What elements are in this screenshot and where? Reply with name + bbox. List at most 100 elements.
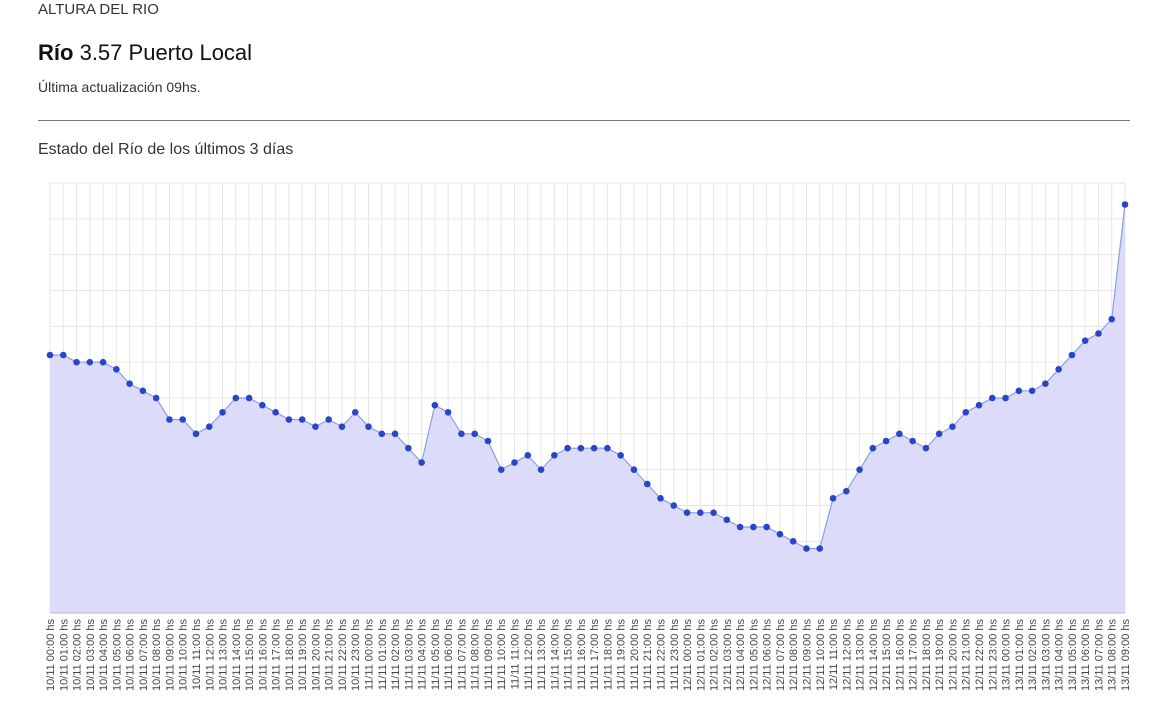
data-point[interactable] <box>391 430 399 438</box>
data-point[interactable] <box>179 416 187 423</box>
x-tick-label: 11/11 20:00 hs <box>629 619 641 691</box>
data-point[interactable] <box>763 523 770 531</box>
x-tick-label: 11/11 15:00 hs <box>563 619 575 691</box>
data-point[interactable] <box>99 358 107 366</box>
x-tick-label: 12/11 06:00 hs <box>762 619 774 691</box>
data-point[interactable] <box>139 387 147 395</box>
data-point[interactable] <box>803 545 810 552</box>
data-point[interactable] <box>484 437 492 445</box>
data-point[interactable] <box>86 358 94 366</box>
data-point[interactable] <box>59 351 67 359</box>
x-tick-label: 12/11 21:00 hs <box>961 619 973 691</box>
data-point[interactable] <box>192 430 200 438</box>
data-point[interactable] <box>298 416 306 423</box>
data-point[interactable] <box>232 394 240 402</box>
data-point[interactable] <box>1028 387 1036 395</box>
data-point[interactable] <box>842 487 850 495</box>
data-point[interactable] <box>259 401 266 409</box>
data-point[interactable] <box>365 423 372 430</box>
data-point[interactable] <box>524 452 532 459</box>
data-point[interactable] <box>643 480 651 488</box>
x-tick-label: 12/11 14:00 hs <box>868 619 880 691</box>
data-point[interactable] <box>431 401 439 409</box>
data-point[interactable] <box>604 444 611 452</box>
data-point[interactable] <box>338 423 346 430</box>
data-point[interactable] <box>949 423 956 430</box>
data-point[interactable] <box>113 366 120 373</box>
data-point[interactable] <box>471 430 478 438</box>
data-point[interactable] <box>325 416 333 423</box>
data-point[interactable] <box>166 416 173 423</box>
x-tick-label: 12/11 22:00 hs <box>974 619 986 691</box>
data-point[interactable] <box>816 545 824 552</box>
data-point[interactable] <box>312 423 319 430</box>
data-point[interactable] <box>736 523 744 531</box>
data-point[interactable] <box>683 509 691 516</box>
x-tick-label: 12/11 05:00 hs <box>748 619 760 691</box>
data-point[interactable] <box>1108 315 1116 323</box>
x-tick-label: 13/11 03:00 hs <box>1040 619 1052 691</box>
data-point[interactable] <box>219 409 226 416</box>
data-point[interactable] <box>935 430 943 438</box>
x-tick-label: 11/11 00:00 hs <box>364 619 376 691</box>
data-point[interactable] <box>856 466 863 473</box>
data-point[interactable] <box>1042 380 1049 387</box>
location-name: Puerto Local <box>128 40 253 65</box>
data-point[interactable] <box>405 444 412 452</box>
data-point[interactable] <box>418 459 425 466</box>
data-point[interactable] <box>537 466 545 473</box>
data-point[interactable] <box>988 394 996 402</box>
data-point[interactable] <box>564 444 571 452</box>
data-point[interactable] <box>1055 366 1062 373</box>
data-point[interactable] <box>590 444 598 452</box>
data-point[interactable] <box>670 502 678 509</box>
data-point[interactable] <box>272 409 279 416</box>
data-point[interactable] <box>1081 337 1089 344</box>
data-point[interactable] <box>1015 387 1023 395</box>
data-point[interactable] <box>882 437 890 445</box>
data-point[interactable] <box>497 466 505 473</box>
data-point[interactable] <box>577 444 585 452</box>
data-point[interactable] <box>869 444 877 452</box>
data-point[interactable] <box>1068 351 1076 359</box>
x-tick-label: 10/11 02:00 hs <box>72 619 84 691</box>
data-point[interactable] <box>351 409 359 416</box>
data-point[interactable] <box>1002 394 1009 402</box>
data-point[interactable] <box>73 358 80 366</box>
x-tick-label: 13/11 07:00 hs <box>1093 619 1105 691</box>
data-point[interactable] <box>896 430 903 438</box>
data-point[interactable] <box>444 409 452 416</box>
data-point[interactable] <box>829 495 837 502</box>
data-point[interactable] <box>723 516 731 524</box>
x-tick-label: 11/11 21:00 hs <box>642 619 654 691</box>
data-point[interactable] <box>776 530 784 538</box>
data-point[interactable] <box>975 401 983 409</box>
data-point[interactable] <box>909 437 916 445</box>
data-point[interactable] <box>511 459 518 466</box>
data-point[interactable] <box>245 394 253 402</box>
data-point[interactable] <box>710 509 717 516</box>
data-point[interactable] <box>617 452 624 459</box>
data-point[interactable] <box>750 523 757 531</box>
data-point[interactable] <box>657 495 664 502</box>
data-point[interactable] <box>46 351 54 359</box>
data-point[interactable] <box>697 509 704 516</box>
data-point[interactable] <box>1095 330 1102 337</box>
data-point[interactable] <box>205 423 213 430</box>
data-point[interactable] <box>962 409 970 416</box>
data-point[interactable] <box>378 430 386 438</box>
x-tick-label: 11/11 19:00 hs <box>616 619 628 691</box>
data-point[interactable] <box>551 452 558 459</box>
data-point[interactable] <box>285 416 293 423</box>
data-point[interactable] <box>1121 201 1129 208</box>
x-tick-label: 11/11 09:00 hs <box>483 619 495 691</box>
data-point[interactable] <box>630 466 638 473</box>
data-point[interactable] <box>789 538 797 545</box>
data-point[interactable] <box>126 380 133 387</box>
data-point[interactable] <box>152 394 160 402</box>
data-point[interactable] <box>922 444 930 452</box>
x-tick-label: 10/11 21:00 hs <box>324 619 336 691</box>
x-tick-label: 12/11 17:00 hs <box>908 619 920 691</box>
x-tick-label: 13/11 09:00 hs <box>1120 619 1132 691</box>
data-point[interactable] <box>458 430 465 438</box>
